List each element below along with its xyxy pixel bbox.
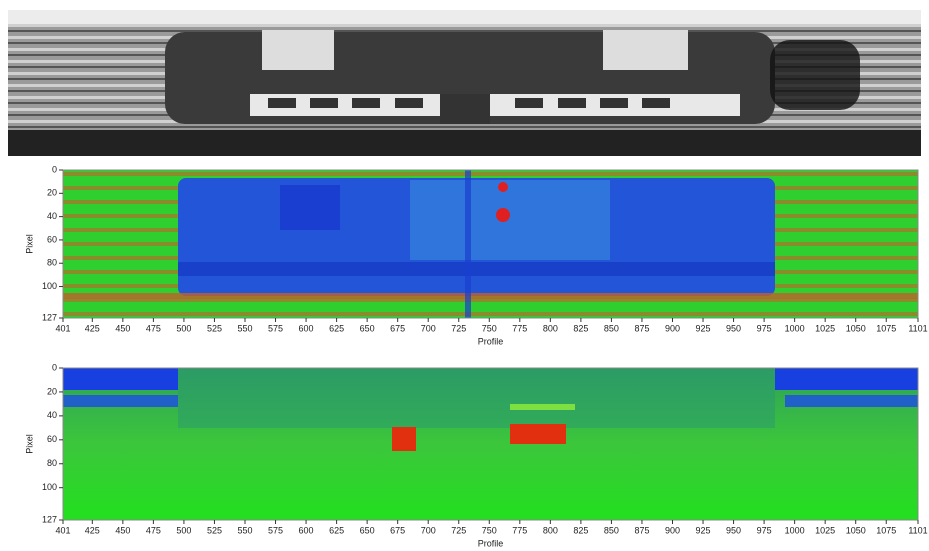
x-tick-label: 750: [482, 525, 497, 535]
y-tick-label: 20: [47, 188, 57, 198]
x-tick-label: 425: [85, 323, 100, 333]
x-tick-label: 525: [207, 323, 222, 333]
x-tick-label: 525: [207, 525, 222, 535]
plot-frame: [62, 367, 919, 521]
x-tick-label: 1075: [876, 323, 896, 333]
x-tick-label: 675: [390, 525, 405, 535]
x-tick-label: 450: [115, 323, 130, 333]
x-tick-label: 850: [604, 525, 619, 535]
x-tick-label: 1101: [908, 525, 927, 535]
x-tick-label: 625: [329, 525, 344, 535]
x-tick-label: 675: [390, 323, 405, 333]
y-tick-label: 127: [42, 312, 57, 322]
x-tick-label: 1075: [876, 525, 896, 535]
x-tick-label: 500: [176, 323, 191, 333]
x-tick-label: 700: [421, 525, 436, 535]
x-tick-label: 1000: [785, 525, 805, 535]
x-tick-label: 450: [115, 525, 130, 535]
x-tick-label: 925: [696, 525, 711, 535]
y-tick-label: 40: [47, 211, 57, 221]
x-tick-label: 575: [268, 323, 283, 333]
x-tick-label: 975: [757, 525, 772, 535]
x-tick-label: 725: [451, 323, 466, 333]
y-tick-label: 60: [47, 434, 57, 444]
x-tick-label: 1025: [815, 525, 835, 535]
y-tick-label: 100: [42, 482, 57, 492]
x-tick-label: 650: [360, 323, 375, 333]
x-tick-label: 475: [146, 323, 161, 333]
x-tick-label: 475: [146, 525, 161, 535]
x-tick-label: 850: [604, 323, 619, 333]
x-tick-label: 401: [55, 525, 70, 535]
heatmap-1: [63, 170, 918, 318]
y-tick-label: 0: [52, 164, 57, 174]
axes: 401 425 450 475 500 525 550 575 600 625 650 675 700 7…: [24, 164, 927, 548]
x-tick-label: 875: [634, 525, 649, 535]
x-tick-label: 650: [360, 525, 375, 535]
y-tick-label: 40: [47, 410, 57, 420]
x-tick-label: 1050: [846, 323, 866, 333]
x-tick-label: 900: [665, 323, 680, 333]
train-photo: [8, 10, 921, 156]
y-axis-label: Pixel: [24, 234, 34, 254]
x-tick-label: 800: [543, 323, 558, 333]
x-tick-label: 1101: [908, 323, 927, 333]
y-axis-label: Pixel: [24, 434, 34, 454]
x-tick-label: 950: [726, 323, 741, 333]
x-tick-label: 600: [299, 323, 314, 333]
x-tick-label: 825: [573, 323, 588, 333]
x-tick-label: 1050: [846, 525, 866, 535]
x-tick-label: 825: [573, 525, 588, 535]
y-tick-label: 60: [47, 234, 57, 244]
y-tick-label: 127: [42, 514, 57, 524]
y-tick-label: 0: [52, 362, 57, 372]
x-tick-label: 750: [482, 323, 497, 333]
x-axis-label: Profile: [478, 538, 504, 548]
x-tick-label: 725: [451, 525, 466, 535]
x-tick-label: 600: [299, 525, 314, 535]
x-tick-label: 575: [268, 525, 283, 535]
x-tick-label: 1025: [815, 323, 835, 333]
x-tick-label: 800: [543, 525, 558, 535]
x-tick-label: 700: [421, 323, 436, 333]
y-tick-label: 80: [47, 458, 57, 468]
x-tick-label: 401: [55, 323, 70, 333]
x-tick-label: 550: [237, 525, 252, 535]
plot-frame: [62, 169, 919, 319]
y-tick-label: 80: [47, 258, 57, 268]
x-tick-label: 975: [757, 323, 772, 333]
y-tick-label: 20: [47, 386, 57, 396]
x-tick-label: 550: [237, 323, 252, 333]
x-tick-label: 1000: [785, 323, 805, 333]
x-tick-label: 925: [696, 323, 711, 333]
x-axis-label: Profile: [478, 336, 504, 346]
y-tick-label: 100: [42, 281, 57, 291]
x-tick-label: 625: [329, 323, 344, 333]
x-tick-label: 900: [665, 525, 680, 535]
x-tick-label: 950: [726, 525, 741, 535]
x-tick-label: 875: [634, 323, 649, 333]
heatmap-2: [63, 368, 918, 520]
x-tick-label: 425: [85, 525, 100, 535]
x-tick-label: 775: [512, 525, 527, 535]
x-tick-label: 775: [512, 323, 527, 333]
x-tick-label: 500: [176, 525, 191, 535]
